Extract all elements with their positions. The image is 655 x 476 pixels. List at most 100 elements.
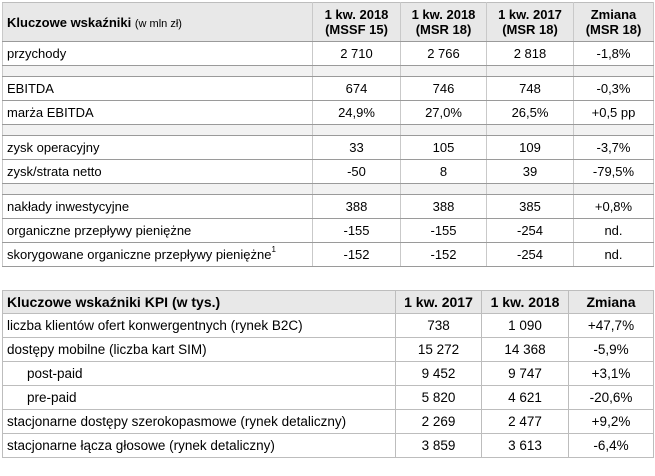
table-title: Kluczowe wskaźniki (w mln zł) (2, 2, 313, 42)
cell-value: -254 (486, 242, 574, 267)
cell-value: nd. (573, 218, 654, 243)
cell-value: 4 621 (481, 385, 569, 410)
column-header-line2: (MSR 18) (415, 22, 472, 37)
cell-value: 24,9% (312, 100, 401, 125)
table-header-row: Kluczowe wskaźniki KPI (w tys.) 1 kw. 20… (2, 290, 654, 314)
table-row: post-paid 9 452 9 747 +3,1% (2, 361, 654, 386)
table-title-unit: (w mln zł) (134, 17, 182, 30)
table-title-text: Kluczowe wskaźniki (7, 14, 132, 30)
row-label: stacjonarne dostępy szerokopasmowe (ryne… (2, 409, 396, 434)
cell-value: 738 (395, 313, 482, 338)
cell-value: -20,6% (568, 385, 654, 410)
table-row: organiczne przepływy pieniężne -155 -155… (2, 218, 654, 243)
cell-value: -1,8% (573, 41, 654, 66)
cell-value: -79,5% (573, 159, 654, 184)
column-header: 1 kw. 2018 (481, 290, 569, 314)
separator-cell (2, 183, 313, 195)
column-header-line2: (MSSF 15) (325, 22, 388, 37)
column-header: 1 kw. 2018 (MSSF 15) (312, 2, 401, 42)
cell-value: +3,1% (568, 361, 654, 386)
table-row: EBITDA 674 746 748 -0,3% (2, 76, 654, 101)
column-header-line1: 1 kw. 2018 (324, 7, 389, 22)
separator-cell (486, 65, 574, 77)
table-row: nakłady inwestycyjne 388 388 385 +0,8% (2, 194, 654, 219)
cell-value: 15 272 (395, 337, 482, 362)
cell-value: 8 (400, 159, 487, 184)
separator-cell (573, 65, 654, 77)
table-row: skorygowane organiczne przepływy pienięż… (2, 242, 654, 267)
cell-value: 2 766 (400, 41, 487, 66)
kpi-table: Kluczowe wskaźniki KPI (w tys.) 1 kw. 20… (2, 290, 654, 458)
separator-cell (486, 124, 574, 136)
column-header: 1 kw. 2017 (MSR 18) (486, 2, 574, 42)
column-header: 1 kw. 2018 (MSR 18) (400, 2, 487, 42)
cell-value: 14 368 (481, 337, 569, 362)
cell-value: nd. (573, 242, 654, 267)
cell-value: 39 (486, 159, 574, 184)
separator-cell (400, 183, 487, 195)
row-label: pre-paid (2, 385, 396, 410)
column-header-line1: 1 kw. 2018 (411, 7, 476, 22)
row-label: zysk/strata netto (2, 159, 313, 184)
column-header: Zmiana (MSR 18) (573, 2, 654, 42)
row-label: zysk operacyjny (2, 135, 313, 160)
table-title: Kluczowe wskaźniki KPI (w tys.) (2, 290, 396, 314)
separator-cell (573, 183, 654, 195)
cell-value: 2 710 (312, 41, 401, 66)
cell-value: 33 (312, 135, 401, 160)
separator-cell (312, 65, 401, 77)
row-label: EBITDA (2, 76, 313, 101)
separator-cell (400, 65, 487, 77)
cell-value: -3,7% (573, 135, 654, 160)
separator-cell (486, 183, 574, 195)
cell-value: +0,8% (573, 194, 654, 219)
cell-value: -50 (312, 159, 401, 184)
cell-value: -155 (312, 218, 401, 243)
separator-cell (2, 65, 313, 77)
cell-value: -254 (486, 218, 574, 243)
table-row: liczba klientów ofert konwergentnych (ry… (2, 313, 654, 338)
cell-value: -152 (400, 242, 487, 267)
cell-value: +9,2% (568, 409, 654, 434)
cell-value: +0,5 pp (573, 100, 654, 125)
cell-value: 385 (486, 194, 574, 219)
column-header-line2: (MSR 18) (502, 22, 558, 37)
separator-cell (312, 124, 401, 136)
separator-cell (573, 124, 654, 136)
cell-value: 388 (400, 194, 487, 219)
row-label: post-paid (2, 361, 396, 386)
table-row: stacjonarne łącza głosowe (rynek detalic… (2, 433, 654, 458)
table-row: stacjonarne dostępy szerokopasmowe (ryne… (2, 409, 654, 434)
cell-value: 746 (400, 76, 487, 101)
row-label: skorygowane organiczne przepływy pienięż… (2, 242, 313, 267)
row-label: przychody (2, 41, 313, 66)
table-row: zysk operacyjny 33 105 109 -3,7% (2, 135, 654, 160)
cell-value: -6,4% (568, 433, 654, 458)
row-separator (2, 124, 654, 136)
cell-value: 3 859 (395, 433, 482, 458)
table-row: przychody 2 710 2 766 2 818 -1,8% (2, 41, 654, 66)
cell-value: 1 090 (481, 313, 569, 338)
cell-value: 109 (486, 135, 574, 160)
cell-value: 674 (312, 76, 401, 101)
cell-value: -0,3% (573, 76, 654, 101)
cell-value: 27,0% (400, 100, 487, 125)
row-label: liczba klientów ofert konwergentnych (ry… (2, 313, 396, 338)
separator-cell (400, 124, 487, 136)
table-row: pre-paid 5 820 4 621 -20,6% (2, 385, 654, 410)
cell-value: 9 452 (395, 361, 482, 386)
table-row: marża EBITDA 24,9% 27,0% 26,5% +0,5 pp (2, 100, 654, 125)
separator-cell (2, 124, 313, 136)
key-indicators-table: Kluczowe wskaźniki (w mln zł) 1 kw. 2018… (2, 2, 654, 267)
cell-value: 3 613 (481, 433, 569, 458)
footnote-marker: 1 (271, 245, 276, 254)
cell-value: 9 747 (481, 361, 569, 386)
column-header-line1: Zmiana (590, 7, 637, 22)
column-header-line1: 1 kw. 2017 (498, 7, 562, 22)
row-label: marża EBITDA (2, 100, 313, 125)
cell-value: -5,9% (568, 337, 654, 362)
table-header-row: Kluczowe wskaźniki (w mln zł) 1 kw. 2018… (2, 2, 654, 42)
column-header-line2: (MSR 18) (585, 22, 642, 37)
cell-value: 26,5% (486, 100, 574, 125)
row-label: nakłady inwestycyjne (2, 194, 313, 219)
